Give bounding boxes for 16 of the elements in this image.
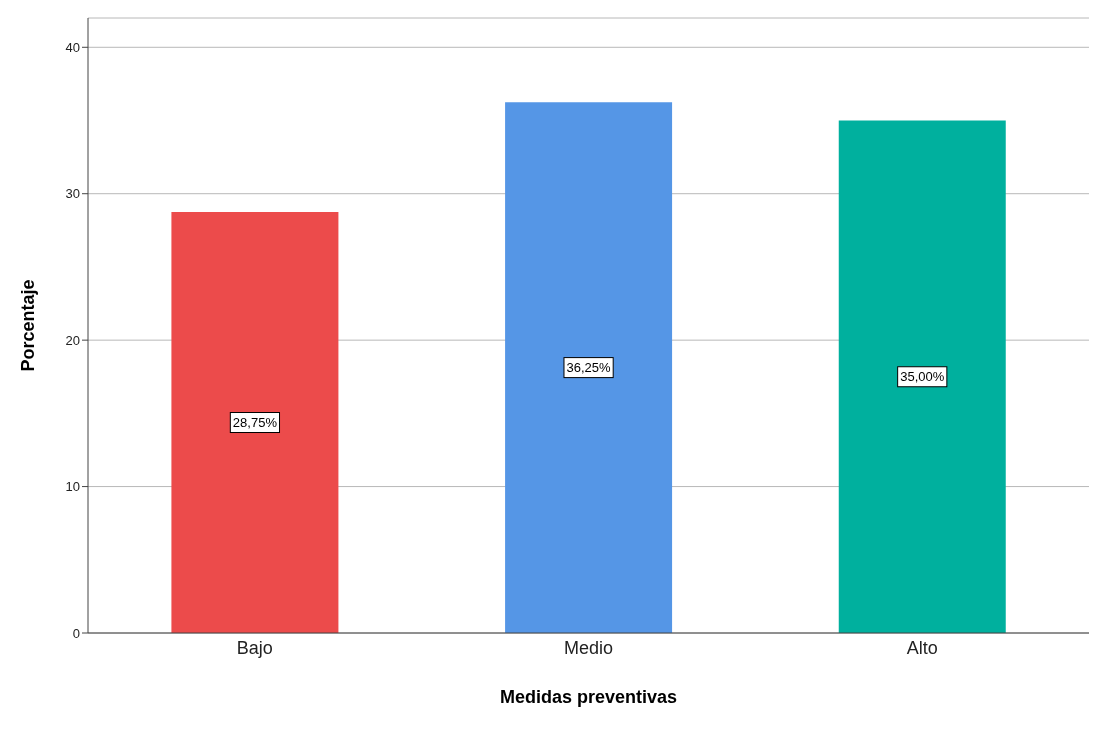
y-tick-label: 40 [65,39,80,55]
bar [838,120,1006,633]
y-tick-label: 0 [72,625,80,641]
x-tick-label: Medio [563,637,614,658]
y-tick-label: 10 [65,479,80,495]
data-label: 35,00% [900,369,945,385]
x-axis-title: Medidas preventivas [499,687,678,707]
bar [505,102,673,633]
x-tick-label: Bajo [236,637,273,658]
x-tick-label: Alto [906,637,938,658]
data-label: 28,75% [232,415,278,431]
data-label: 36,25% [566,360,612,376]
bar [171,212,339,633]
y-tick-label: 30 [65,186,80,202]
y-tick-label: 20 [65,332,80,348]
y-axis-title: Porcentaje [18,279,39,372]
